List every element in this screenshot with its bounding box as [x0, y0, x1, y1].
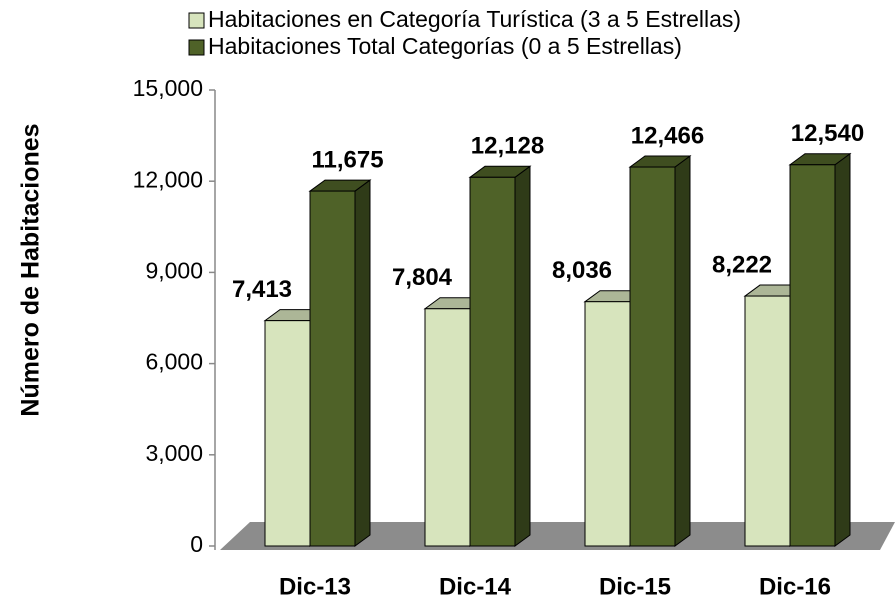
x-tick-label: Dic-16 [759, 573, 831, 600]
y-tick-label: 6,000 [145, 349, 203, 375]
bar [629, 166, 676, 547]
bar [469, 176, 516, 547]
y-tick-label: 15,000 [133, 75, 203, 101]
value-label: 7,804 [392, 264, 453, 291]
y-tick-label: 12,000 [133, 166, 203, 192]
legend-label: Habitaciones en Categoría Turística (3 a… [208, 6, 741, 32]
bar-side [354, 179, 371, 547]
bar [424, 308, 471, 547]
bar [584, 301, 631, 547]
value-label: 12,128 [471, 133, 544, 160]
bar [309, 190, 356, 547]
legend-swatch [188, 12, 205, 29]
x-tick-label: Dic-15 [599, 573, 671, 600]
x-tick-label: Dic-14 [439, 573, 512, 600]
legend-swatch [188, 39, 205, 56]
value-label: 8,222 [712, 251, 772, 278]
bar-side [834, 152, 851, 547]
bar [744, 295, 791, 547]
value-label: 11,675 [311, 146, 383, 173]
value-label: 7,413 [232, 276, 292, 303]
y-tick-label: 0 [190, 531, 203, 557]
legend-label: Habitaciones Total Categorías (0 a 5 Est… [208, 33, 682, 59]
bar-side [514, 165, 531, 547]
y-axis-label: Número de Habitaciones [17, 123, 45, 416]
bar-side [674, 155, 691, 547]
x-tick-label: Dic-13 [279, 573, 351, 600]
y-tick-label: 3,000 [145, 440, 203, 466]
value-label: 8,036 [552, 257, 612, 284]
value-label: 12,540 [791, 120, 864, 147]
y-tick-label: 9,000 [145, 257, 203, 283]
bar [264, 320, 311, 547]
value-label: 12,466 [631, 122, 704, 149]
floor [220, 522, 895, 550]
bar [789, 164, 836, 547]
